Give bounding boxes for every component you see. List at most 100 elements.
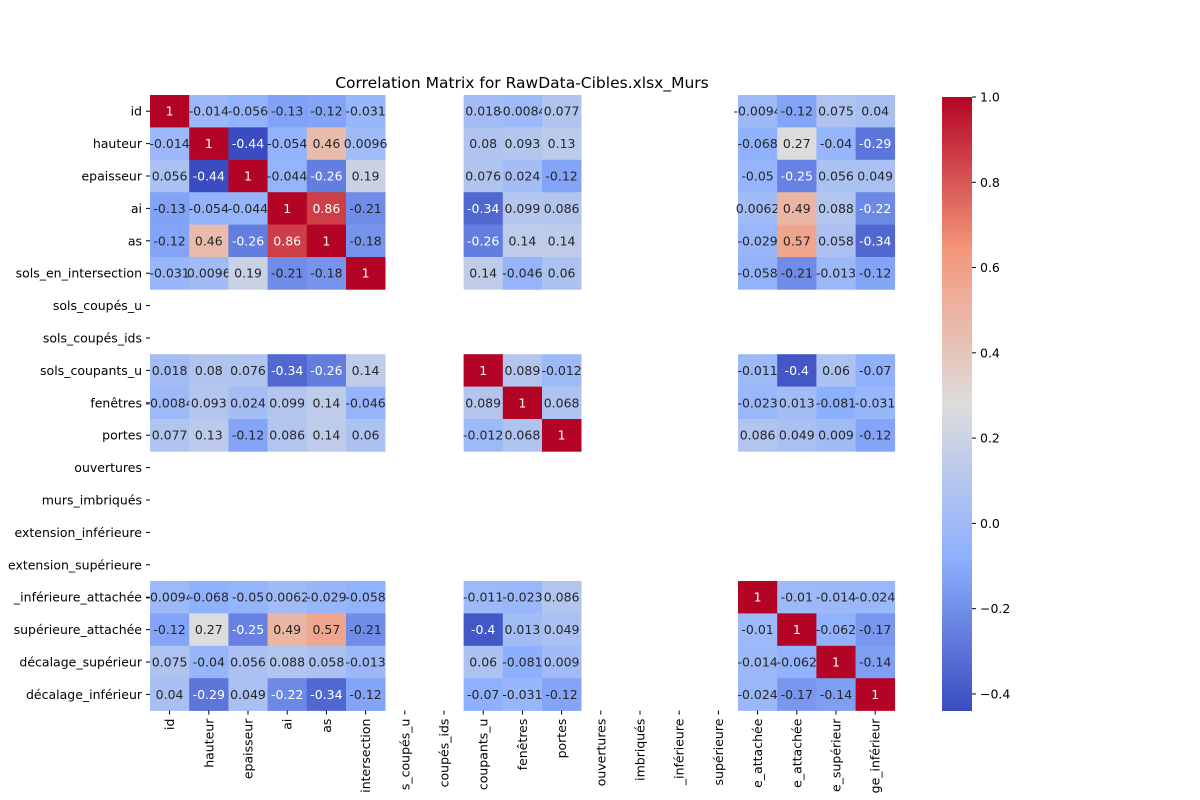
cell-value-label: -0.068 [737, 136, 777, 151]
x-tick-label: imbriqués [633, 719, 648, 781]
heatmap-cell [855, 257, 896, 290]
cell-value-label: 0.08 [195, 363, 223, 378]
heatmap-cell [542, 127, 582, 161]
heatmap-cell [542, 224, 582, 258]
y-tick-label: extension_supérieure [8, 557, 142, 572]
colorbar-tick-label: −0.2 [980, 601, 1010, 616]
heatmap-cell [150, 224, 190, 258]
x-tick-label: e_attachée [750, 718, 765, 788]
cell-value-label: 0.14 [508, 233, 536, 248]
cell-value-label: -0.25 [232, 622, 264, 637]
heatmap-cell [502, 678, 543, 711]
heatmap-cell [267, 159, 308, 193]
heatmap-cell [189, 192, 229, 225]
cell-value-label: 0.06 [352, 428, 380, 443]
cell-value-label: 1 [518, 395, 526, 410]
heatmap-cell [228, 645, 268, 679]
cell-value-label: -0.04 [820, 136, 852, 151]
heatmap-cell [463, 224, 504, 258]
heatmap-cell [738, 581, 778, 614]
y-tick-label: décalage_supérieur [19, 655, 142, 670]
x-tick-label: coupants_u [476, 719, 491, 791]
y-tick-label: décalage_inférieur [26, 687, 143, 702]
cell-value-label: 0.018 [152, 363, 188, 378]
y-tick-label: supérieure_attachée [14, 622, 143, 637]
heatmap-cell [189, 613, 229, 647]
heatmap-cell [346, 419, 386, 452]
heatmap-cell [777, 257, 817, 290]
cell-value-label: -0.12 [859, 266, 891, 281]
cell-value-label: 0.0062 [736, 201, 780, 216]
heatmap-cell [228, 127, 268, 161]
cell-value-label: 1 [832, 655, 840, 670]
cell-value-label: -0.054 [267, 136, 307, 151]
heatmap-cell [502, 354, 543, 387]
cell-value-label: 1 [244, 169, 252, 184]
heatmap-cell [463, 581, 504, 614]
heatmap-cell [346, 354, 386, 387]
heatmap-cell [738, 645, 778, 679]
cell-value-label: -0.013 [345, 655, 385, 670]
heatmap-cell [267, 386, 308, 420]
heatmap-cell [267, 678, 308, 711]
cell-value-label: -0.01 [741, 622, 773, 637]
cell-value-label: -0.29 [859, 136, 891, 151]
heatmap-cell [502, 419, 543, 452]
heatmap-cell [542, 645, 582, 679]
heatmap-cell [502, 613, 543, 647]
x-tick-label: ouvertures [593, 719, 608, 787]
heatmap-cell [542, 257, 582, 290]
cell-value-label: -0.26 [232, 233, 264, 248]
cell-value-label: -0.014 [737, 655, 777, 670]
cell-value-label: 0.086 [544, 201, 580, 216]
colorbar-tick-label: 1.0 [980, 90, 1000, 105]
heatmap-cell [189, 224, 229, 258]
heatmap-cell [306, 159, 347, 193]
heatmap-cell [816, 613, 856, 647]
heatmap-cell [542, 581, 582, 614]
heatmap-cell [346, 127, 386, 161]
heatmap-cell [463, 613, 504, 647]
cell-value-label: 0.058 [818, 233, 854, 248]
heatmap-cells: 1 -0.014-0.056 -0.13 -0.12 -0.031 0.018-0.008… [145, 95, 895, 711]
cell-value-label: -0.12 [545, 169, 577, 184]
cell-value-label: 0.058 [309, 655, 345, 670]
heatmap-cell [267, 192, 308, 225]
cell-value-label: -0.25 [781, 169, 813, 184]
heatmap-cell [150, 159, 190, 193]
heatmap-cell [777, 192, 817, 225]
heatmap-cell [542, 678, 582, 711]
heatmap-cell [463, 386, 504, 420]
cell-value-label: 0.009 [544, 655, 580, 670]
x-tick-label: s_coupés_u [397, 719, 412, 791]
x-tick-label: _inférieure [672, 718, 687, 786]
cell-value-label: -0.12 [349, 687, 381, 702]
cell-value-label: 1 [871, 687, 879, 702]
cell-value-label: -0.12 [153, 233, 185, 248]
cell-value-label: -0.12 [310, 104, 342, 119]
heatmap-cell [267, 613, 308, 647]
cell-value-label: -0.34 [467, 201, 499, 216]
cell-value-label: 1 [205, 136, 213, 151]
cell-value-label: -0.068 [189, 590, 229, 605]
cell-value-label: -0.044 [228, 201, 268, 216]
heatmap-cell [189, 127, 229, 161]
x-tick-label: coupés_ids [437, 719, 452, 788]
heatmap-cell [855, 224, 896, 258]
cell-value-label: -0.26 [310, 169, 342, 184]
heatmap-cell [855, 95, 896, 128]
x-tick-label: id [162, 719, 177, 730]
cell-value-label: 0.14 [469, 266, 497, 281]
heatmap-cell [228, 581, 268, 614]
cell-value-label: -0.029 [306, 590, 346, 605]
cell-value-label: 1 [558, 428, 566, 443]
cell-value-label: 0.19 [234, 266, 262, 281]
cell-value-label: 0.86 [273, 233, 301, 248]
heatmap-cell [150, 386, 190, 420]
heatmap-cell [150, 127, 190, 161]
cell-value-label: -0.26 [310, 363, 342, 378]
cell-value-label: -0.01 [781, 590, 813, 605]
cell-value-label: -0.014 [189, 104, 229, 119]
cell-value-label: 0.04 [156, 687, 184, 702]
y-tick-label: epaisseur [81, 169, 142, 184]
